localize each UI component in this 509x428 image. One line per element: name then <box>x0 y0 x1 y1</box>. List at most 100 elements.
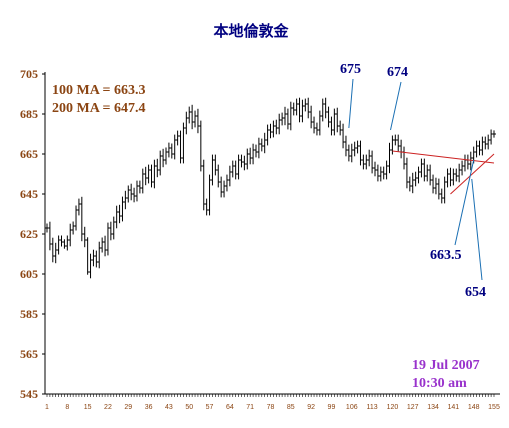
price-bar <box>169 143 174 159</box>
price-bar <box>140 168 145 194</box>
price-bar <box>352 141 357 157</box>
price-bar <box>94 250 99 268</box>
price-bar <box>251 143 256 165</box>
price-bar <box>448 167 453 187</box>
price-bar <box>152 159 157 189</box>
price-bar <box>274 119 279 135</box>
x-tick-label: 71 <box>246 404 254 411</box>
price-bar <box>364 154 369 170</box>
ma100-label: 100 MA = 663.3 <box>52 83 146 98</box>
x-tick-label: 120 <box>387 404 399 411</box>
price-bar <box>161 148 166 168</box>
price-bar <box>303 98 308 112</box>
price-bar <box>103 235 108 257</box>
timestamp-date: 19 Jul 2007 <box>412 358 480 373</box>
x-tick-label: 15 <box>84 404 92 411</box>
price-bar <box>320 98 325 122</box>
price-bar <box>53 242 58 264</box>
price-bar <box>314 122 319 136</box>
price-bar <box>271 120 276 138</box>
price-bar <box>346 144 351 162</box>
peak-pointer-675 <box>348 78 354 129</box>
peak-label-674: 674 <box>387 65 408 80</box>
timestamp-time: 10:30 am <box>412 376 467 391</box>
price-bar <box>88 253 93 279</box>
y-tick-label: 685 <box>20 107 38 121</box>
price-bar <box>195 108 200 134</box>
ma200-label: 200 MA = 647.4 <box>52 101 146 116</box>
price-bar <box>149 164 154 188</box>
x-tick-label: 22 <box>104 404 112 411</box>
price-bar <box>329 116 334 136</box>
price-bar <box>474 140 479 158</box>
price-bar <box>445 168 450 188</box>
price-bar <box>216 164 221 188</box>
price-bar <box>323 97 328 119</box>
x-tick-label: 113 <box>367 404 378 411</box>
price-bar <box>375 164 380 182</box>
price-bar <box>201 159 206 211</box>
price-bar <box>288 101 293 131</box>
price-bar <box>108 221 113 241</box>
y-tick-label: 645 <box>20 187 38 201</box>
y-tick-label: 605 <box>20 267 38 281</box>
price-bar <box>489 129 494 145</box>
price-bar <box>462 154 467 172</box>
price-bar <box>207 174 212 216</box>
price-bar <box>239 154 244 168</box>
x-tick-label: 99 <box>328 404 336 411</box>
peak-pointer-674 <box>390 81 402 131</box>
price-bar <box>492 130 496 138</box>
price-bar <box>120 196 125 222</box>
price-bar <box>280 112 285 126</box>
price-bar <box>460 160 465 176</box>
price-bar <box>454 168 459 182</box>
x-tick-label: 36 <box>145 404 153 411</box>
price-bar <box>143 166 148 186</box>
price-bar <box>155 158 160 178</box>
price-bar <box>338 120 343 136</box>
price-bar <box>416 166 421 184</box>
price-bar <box>291 102 296 116</box>
price-bar <box>312 116 317 134</box>
price-bar <box>477 140 482 156</box>
price-bar <box>114 205 119 229</box>
price-bar <box>317 110 322 136</box>
price-bar <box>387 142 392 174</box>
y-tick-label: 565 <box>20 347 38 361</box>
x-tick-label: 141 <box>448 404 460 411</box>
price-bar <box>74 205 79 231</box>
price-bar <box>76 198 81 216</box>
price-bar <box>341 123 346 149</box>
level-label-663-5: 663.5 <box>430 248 462 263</box>
price-bar <box>190 104 195 130</box>
price-bar <box>436 178 441 200</box>
x-tick-label: 8 <box>65 404 69 411</box>
x-tick-label: 106 <box>346 404 358 411</box>
price-bar <box>370 150 375 174</box>
price-bar <box>164 147 169 165</box>
price-bar <box>268 123 273 139</box>
level-pointer-654 <box>471 178 483 281</box>
price-bar <box>480 136 485 156</box>
price-bar <box>422 158 427 182</box>
price-bar <box>332 108 337 136</box>
price-bar <box>425 164 430 182</box>
price-bar <box>451 168 456 186</box>
y-tick-label: 625 <box>20 227 38 241</box>
price-bar <box>262 132 267 154</box>
price-bar <box>233 160 238 180</box>
price-bar <box>91 249 96 267</box>
price-bar <box>184 111 189 135</box>
price-bar <box>349 143 354 163</box>
peak-label-675: 675 <box>340 62 361 77</box>
level-label-654: 654 <box>465 285 486 300</box>
price-bar <box>65 235 70 251</box>
price-bar <box>431 174 436 194</box>
y-tick-label: 665 <box>20 147 38 161</box>
x-tick-label: 57 <box>206 404 214 411</box>
price-bar <box>137 180 142 194</box>
x-tick-label: 78 <box>267 404 275 411</box>
